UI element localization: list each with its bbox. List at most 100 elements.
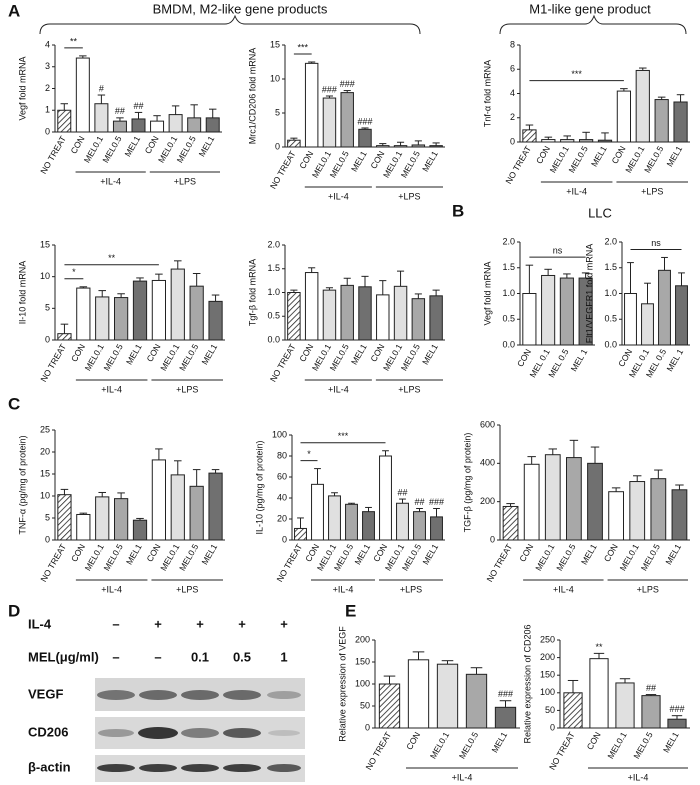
y-tick-label: 0.5 [267,311,280,321]
bar [340,92,354,148]
significance-mark: *** [298,42,309,52]
y-tick-label: 5 [45,512,50,522]
group-label: +LPS [176,584,198,594]
significance-mark: ### [669,704,684,714]
y-axis-label: TNF-α (pg/mg of protein) [17,435,27,534]
bar [358,286,372,341]
bar [541,139,556,143]
y-axis-label: IL-10 (pg/mg of protein) [254,440,264,534]
y-tick-label: 20 [40,446,50,456]
bar [151,459,166,541]
x-tick-label: CON [69,542,87,563]
x-tick-label: NO TREAT [38,342,68,384]
x-tick-label: CON [297,342,315,363]
significance-mark: ### [498,689,513,699]
y-tick-label: 150 [355,656,370,666]
brace [499,14,687,35]
heading: BMDM, M2-like gene products [153,1,328,16]
x-tick-label: CON [517,542,535,563]
y-tick-label: 250 [540,634,555,644]
bar [523,463,540,541]
x-tick-label: MEL 1 [569,347,590,373]
x-tick-label: MEL1 [124,542,144,566]
group-label: +LPS [398,191,420,201]
x-tick-label: NO TREAT [484,542,514,584]
bar [379,455,392,541]
bar [407,659,430,729]
y-tick-label: 600 [480,419,495,429]
bar [559,277,574,346]
panel-label: C [8,394,20,413]
y-axis-label: Il-10 fold mRNA [17,261,27,325]
group-label: +IL-4 [333,584,354,594]
significance-mark: ## [397,487,407,497]
bar [94,103,109,133]
y-axis-label: Vegf fold mRNA [17,56,27,120]
y-tick-label: 2.0 [267,239,280,249]
band-name: β-actin [28,759,71,774]
band [97,690,135,700]
group-label: +IL-4 [100,176,121,186]
bar [560,139,575,143]
significance-mark: ## [414,497,424,507]
significance-mark: ## [646,683,656,693]
bar [57,494,72,541]
x-tick-label: CON [297,149,315,170]
x-tick-label: NO TREAT [268,342,298,384]
condition-value: – [112,649,119,664]
x-tick-label: MEL1 [664,144,684,168]
x-tick-label: CON [585,730,603,751]
x-tick-label: NO TREAT [274,542,304,584]
band [223,764,261,772]
x-tick-label: MEL0.5 [639,542,662,573]
y-axis-label: Flt1/VEGFR1 fold mRNA [584,244,594,344]
bar [112,120,127,133]
band [181,728,219,738]
band [97,764,135,772]
bar [544,454,561,541]
x-tick-label: CON [144,342,162,363]
x-tick-label: CON [515,347,533,368]
y-tick-label: 5 [275,107,280,117]
x-tick-label: MEL0.5 [554,542,577,573]
group-label: +IL-4 [328,191,349,201]
y-tick-label: 25 [40,424,50,434]
y-tick-label: 10 [270,73,280,83]
y-tick-label: 0.0 [604,339,617,349]
bar [616,90,631,143]
x-tick-label: CON [609,144,627,165]
y-tick-label: 0.0 [502,339,515,349]
band [223,690,261,700]
bar [189,485,204,541]
bar [189,285,204,341]
bar [114,297,129,341]
band [139,690,177,700]
y-tick-label: 100 [540,687,555,697]
y-tick-label: 1 [45,105,50,115]
x-tick-label: MEL1 [579,542,599,566]
bar [671,489,688,541]
y-tick-label: 1.0 [604,288,617,298]
bar [650,478,667,541]
significance-mark: ### [340,79,355,89]
bar [76,513,91,541]
group-label: +LPS [641,186,663,196]
x-tick-label: NO TREAT [363,730,393,772]
x-tick-label: MEL0.5 [457,730,480,761]
band [223,728,261,738]
bar [673,101,688,143]
x-tick-label: CON [69,342,87,363]
bar [502,505,519,541]
condition-value: 1 [280,649,287,664]
bar [541,274,556,346]
y-tick-label: 60 [277,471,287,481]
y-tick-label: 20 [277,513,287,523]
x-tick-label: NO TREAT [503,144,533,186]
x-tick-label: MEL1 [124,342,144,366]
y-axis-label: Mrc1/CD206 fold mRNA [247,48,257,145]
bar [322,289,337,341]
western-blot: IL-4 MEL(μg/ml) – + + + + – – 0.1 0.5 1 … [28,616,305,782]
bar [589,658,609,729]
y-tick-label: 15 [270,39,280,49]
bar [131,118,146,133]
